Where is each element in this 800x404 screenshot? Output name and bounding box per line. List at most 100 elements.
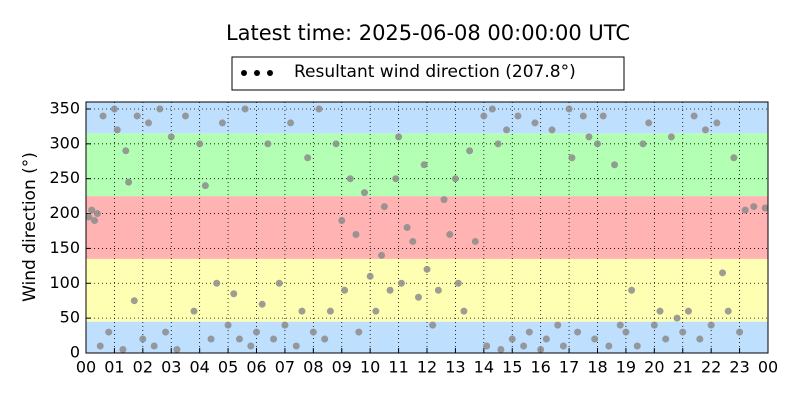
point — [483, 342, 491, 350]
point — [574, 328, 582, 336]
point — [167, 133, 175, 141]
point — [579, 112, 587, 120]
point — [315, 105, 323, 113]
y-axis-label: Wind direction (°) — [20, 152, 40, 302]
point — [93, 210, 101, 218]
point — [230, 290, 238, 298]
point — [420, 161, 428, 169]
point — [207, 335, 215, 343]
point — [684, 307, 692, 315]
point — [395, 133, 403, 141]
point — [264, 140, 272, 148]
point — [287, 119, 295, 127]
point — [235, 335, 243, 343]
x-tick-label: 21 — [673, 358, 693, 377]
point — [218, 119, 226, 127]
point — [346, 175, 354, 183]
x-tick-label: 12 — [417, 358, 437, 377]
point — [741, 206, 749, 214]
plot-frame — [85, 101, 769, 354]
legend-marker — [254, 70, 260, 76]
x-tick-label: 00 — [758, 358, 778, 377]
point — [548, 126, 556, 134]
x-tick-label: 02 — [133, 358, 153, 377]
x-tick-label: 03 — [161, 358, 181, 377]
point — [91, 217, 99, 225]
x-tick-label: 05 — [218, 358, 238, 377]
point — [696, 335, 704, 343]
point — [656, 307, 664, 315]
point — [275, 279, 283, 287]
point — [531, 119, 539, 127]
x-tick-label: 04 — [189, 358, 209, 377]
point — [181, 112, 189, 120]
point — [622, 328, 630, 336]
point — [190, 307, 198, 315]
point — [701, 126, 709, 134]
point — [719, 269, 727, 277]
point — [397, 279, 405, 287]
y-tick-label: 100 — [49, 273, 80, 292]
point — [105, 328, 113, 336]
x-tick-label: 14 — [474, 358, 494, 377]
point — [125, 178, 133, 186]
y-tick-label: 0 — [70, 343, 80, 362]
point — [414, 293, 422, 301]
y-tick-label: 250 — [49, 168, 80, 187]
point — [281, 321, 289, 329]
x-tick-label: 16 — [530, 358, 550, 377]
point — [332, 140, 340, 148]
point — [213, 279, 221, 287]
x-tick-label: 18 — [587, 358, 607, 377]
x-tick-label: 19 — [616, 358, 636, 377]
point — [605, 342, 613, 350]
point — [224, 321, 232, 329]
y-tick-label: 300 — [49, 133, 80, 152]
point — [559, 342, 567, 350]
point — [707, 321, 715, 329]
legend-box — [231, 56, 625, 91]
point — [253, 328, 260, 336]
point — [514, 112, 522, 120]
point — [162, 328, 170, 336]
point — [724, 307, 732, 315]
y-tick-label: 350 — [49, 98, 80, 117]
point — [88, 206, 96, 214]
point — [247, 342, 255, 350]
point — [440, 196, 448, 204]
point — [466, 147, 474, 155]
point — [360, 189, 368, 197]
point — [113, 126, 121, 134]
point — [520, 342, 528, 350]
x-tick-label: 22 — [701, 358, 721, 377]
point — [494, 140, 502, 148]
point — [298, 307, 306, 315]
point — [594, 140, 601, 148]
point — [409, 237, 417, 245]
x-tick-label: 10 — [360, 358, 380, 377]
point — [326, 307, 334, 315]
point — [196, 140, 204, 148]
point — [309, 328, 317, 336]
point — [392, 175, 400, 183]
x-tick-label: 08 — [303, 358, 323, 377]
point — [429, 321, 437, 329]
point — [122, 147, 130, 155]
point — [352, 230, 360, 238]
point — [645, 119, 653, 127]
x-tick-label: 00 — [76, 358, 96, 377]
point — [380, 203, 388, 211]
legend-marker — [267, 70, 273, 76]
point — [355, 328, 363, 336]
point — [585, 133, 593, 141]
point — [503, 126, 511, 134]
point — [110, 105, 118, 113]
point — [454, 279, 462, 287]
x-tick-label: 06 — [246, 358, 266, 377]
point — [628, 286, 636, 294]
x-tick-label: 07 — [275, 358, 295, 377]
point — [156, 105, 164, 113]
point — [591, 335, 599, 343]
point — [366, 272, 374, 280]
